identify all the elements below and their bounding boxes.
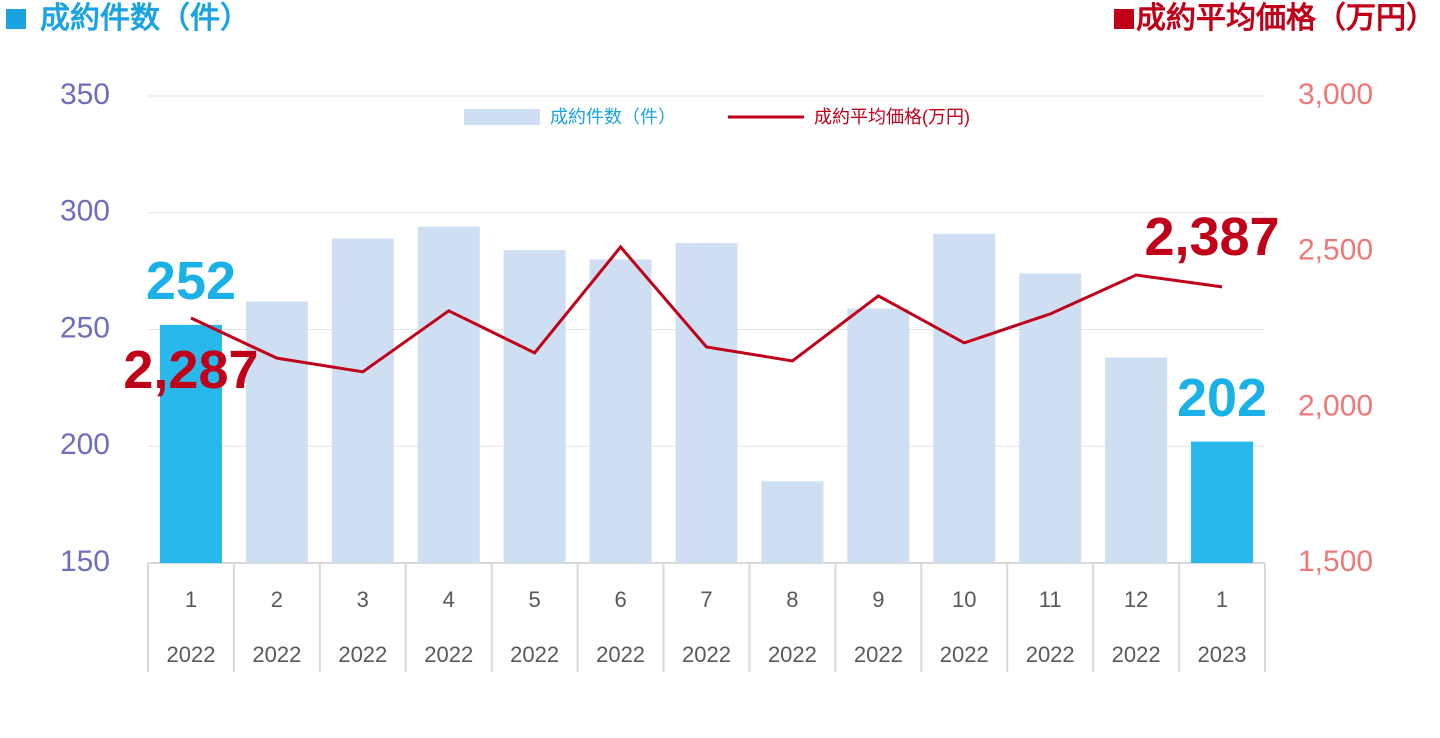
x-year-label: 2022 [768, 642, 817, 667]
legend-label: 成約平均価格(万円) [814, 107, 970, 127]
y2-tick-label: 3,000 [1298, 78, 1373, 111]
y-tick-label: 250 [60, 311, 110, 344]
x-year-label: 2022 [854, 642, 903, 667]
y-tick-label: 200 [60, 428, 110, 461]
y-axis-title: 成約件数（件） [40, 1, 250, 35]
x-tick-label: 10 [952, 587, 976, 612]
x-year-label: 2022 [424, 642, 473, 667]
x-year-label: 2022 [1026, 642, 1075, 667]
x-year-label: 2023 [1198, 642, 1247, 667]
bar [1019, 273, 1082, 563]
bar-value-label: 202 [1177, 368, 1267, 428]
bar [589, 259, 652, 563]
bar [331, 238, 394, 563]
x-tick-label: 2 [271, 587, 283, 612]
x-tick-label: 11 [1039, 587, 1062, 612]
legend-swatch [464, 109, 540, 125]
x-tick-label: 6 [614, 587, 626, 612]
x-tick-label: 7 [700, 587, 712, 612]
y-tick-label: 350 [60, 78, 110, 111]
x-tick-label: 5 [529, 587, 541, 612]
y2-tick-label: 2,000 [1298, 389, 1373, 422]
x-tick-label: 1 [185, 587, 197, 612]
bar [1105, 357, 1168, 563]
x-year-label: 2022 [166, 642, 215, 667]
y2-tick-label: 1,500 [1298, 545, 1373, 578]
bar [159, 324, 222, 563]
x-year-label: 2022 [596, 642, 645, 667]
bar [933, 233, 996, 563]
line-value-label: 2,287 [123, 340, 258, 400]
y2-label-marker [1114, 9, 1134, 29]
x-year-label: 2022 [338, 642, 387, 667]
legend-label: 成約件数（件） [550, 107, 676, 127]
x-year-label: 2022 [1112, 642, 1161, 667]
line-value-label: 2,387 [1144, 207, 1279, 267]
y2-axis-title: 成約平均価格（万円） [1136, 1, 1436, 35]
bar [245, 301, 308, 563]
bar-value-label: 252 [146, 251, 236, 311]
x-year-label: 2022 [940, 642, 989, 667]
x-tick-label: 3 [357, 587, 369, 612]
x-tick-label: 8 [786, 587, 798, 612]
x-year-label: 2022 [682, 642, 731, 667]
x-tick-label: 12 [1124, 587, 1148, 612]
x-tick-label: 4 [443, 587, 455, 612]
bar [503, 250, 566, 564]
line [190, 244, 1223, 374]
y-tick-label: 150 [60, 545, 110, 578]
bar [417, 226, 480, 563]
y-tick-label: 300 [60, 195, 110, 228]
bar [1191, 441, 1254, 563]
bar [847, 308, 910, 563]
bar [761, 481, 824, 563]
bar [675, 243, 738, 564]
x-tick-label: 9 [872, 587, 884, 612]
x-year-label: 2022 [510, 642, 559, 667]
y2-tick-label: 2,500 [1298, 234, 1373, 267]
x-year-label: 2022 [252, 642, 301, 667]
x-tick-label: 1 [1216, 587, 1228, 612]
y-label-marker [6, 9, 26, 29]
